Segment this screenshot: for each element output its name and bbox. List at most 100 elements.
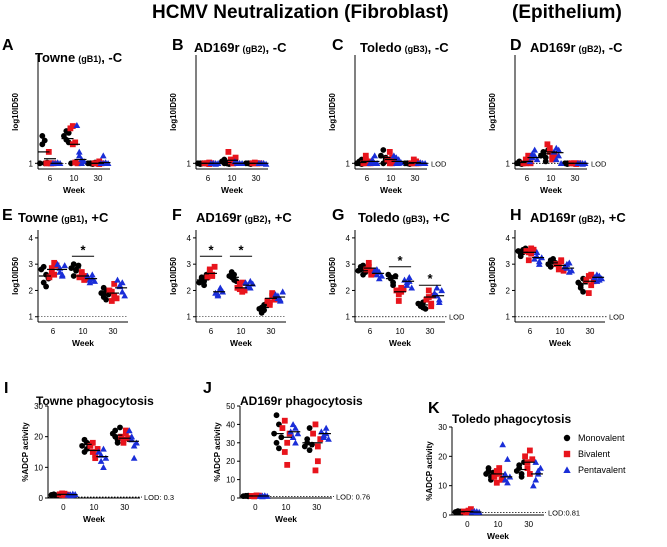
title-suffix: , -C bbox=[266, 40, 288, 55]
y-tick-label: 20 bbox=[226, 457, 235, 466]
title-subtitle: (gB2) bbox=[579, 214, 602, 224]
title-subtitle: (gB2) bbox=[579, 44, 602, 54]
title-subtitle: (gB2) bbox=[245, 214, 268, 224]
point-pentavalent bbox=[130, 454, 138, 461]
point-pentavalent bbox=[246, 284, 254, 291]
point-bivalent bbox=[94, 446, 101, 452]
y-axis-label: log10ID50 bbox=[488, 93, 497, 131]
point-bivalent bbox=[108, 298, 115, 304]
title-subtitle: (gB1) bbox=[78, 54, 101, 64]
point-monovalent bbox=[65, 130, 72, 136]
point-bivalent bbox=[362, 152, 369, 159]
point-pentavalent bbox=[97, 457, 105, 464]
panel-d: D AD169r (gB2), -C 1 6 10 30 Week log10ID50 LOD bbox=[488, 37, 623, 195]
y-tick-label: 1 bbox=[346, 313, 351, 322]
point-bivalent bbox=[232, 154, 239, 161]
point-bivalent bbox=[493, 468, 500, 474]
y-axis-label: log10ID50 bbox=[328, 257, 337, 295]
point-pentavalent bbox=[318, 428, 325, 435]
point-bivalent bbox=[269, 290, 276, 296]
point-bivalent bbox=[498, 476, 505, 483]
point-bivalent bbox=[526, 447, 533, 454]
point-monovalent bbox=[276, 445, 282, 452]
point-bivalent bbox=[365, 259, 372, 266]
point-monovalent bbox=[390, 279, 396, 286]
x-axis-label: Week bbox=[389, 338, 411, 348]
point-bivalent bbox=[281, 417, 288, 424]
significance-label: * bbox=[427, 271, 433, 286]
legend-marker-pentavalent bbox=[563, 466, 571, 473]
point-pentavalent bbox=[88, 271, 96, 278]
point-bivalent bbox=[89, 449, 96, 455]
point-bivalent bbox=[312, 421, 319, 428]
x-tick-label: 6 bbox=[368, 327, 373, 336]
point-bivalent bbox=[122, 427, 129, 434]
y-tick-label: 30 bbox=[34, 402, 43, 411]
legend-marker-bivalent bbox=[563, 450, 571, 458]
point-monovalent bbox=[392, 273, 399, 279]
title-main: AD169r bbox=[530, 40, 576, 55]
point-bivalent bbox=[225, 149, 232, 155]
point-pentavalent bbox=[73, 121, 81, 128]
point-pentavalent bbox=[118, 288, 126, 295]
panel-a-letter: A bbox=[2, 37, 14, 54]
point-bivalent bbox=[281, 449, 288, 455]
y-tick-label: 3 bbox=[29, 260, 34, 269]
point-monovalent bbox=[306, 447, 313, 454]
point-bivalent bbox=[314, 458, 321, 465]
panel-c: C Toledo (gB3), -C 1 6 10 30 Week log10ID50 LOD bbox=[328, 37, 449, 195]
panel-a-title: Towne (gB1), -C bbox=[35, 50, 123, 65]
y-tick-label: 4 bbox=[29, 234, 34, 243]
panel-b: B AD169r (gB2), -C 1 6 10 30 Week log10ID50 bbox=[169, 37, 287, 195]
x-tick-label: 30 bbox=[586, 327, 595, 336]
panel-d-letter: D bbox=[510, 37, 522, 54]
x-axis-label: Week bbox=[275, 514, 297, 524]
point-bivalent bbox=[365, 263, 372, 270]
x-axis-label: Week bbox=[540, 185, 562, 195]
point-monovalent bbox=[39, 141, 46, 148]
point-pentavalent bbox=[216, 284, 224, 291]
x-tick-label: 0 bbox=[61, 503, 66, 512]
panel-g: G Toledo (gB3), +C 1 2 3 4 6 10 30 Week log10ID50 LO… bbox=[328, 207, 465, 348]
y-tick-label: 0 bbox=[39, 494, 44, 503]
significance-label: * bbox=[238, 242, 244, 257]
panel-f-letter: F bbox=[172, 207, 182, 224]
point-bivalent bbox=[425, 287, 432, 294]
point-pentavalent bbox=[535, 258, 543, 265]
lod-label: LOD bbox=[449, 313, 465, 322]
point-pentavalent bbox=[378, 272, 386, 279]
point-pentavalent bbox=[71, 490, 79, 497]
point-pentavalent bbox=[504, 479, 511, 486]
point-bivalent bbox=[211, 263, 218, 270]
point-monovalent bbox=[37, 160, 43, 167]
y-tick-label: 10 bbox=[226, 476, 235, 485]
x-tick-label: 10 bbox=[547, 174, 556, 183]
panel-c-title: Toledo (gB3), -C bbox=[360, 40, 449, 55]
y-tick-label: 10 bbox=[34, 463, 43, 472]
point-pentavalent bbox=[537, 464, 544, 471]
point-pentavalent bbox=[565, 259, 573, 266]
x-tick-label: 10 bbox=[237, 327, 246, 336]
lod-label: LOD bbox=[609, 313, 625, 322]
point-bivalent bbox=[46, 274, 53, 281]
y-tick-label: 50 bbox=[226, 402, 235, 411]
point-bivalent bbox=[266, 302, 273, 308]
point-monovalent bbox=[580, 288, 586, 295]
panel-h: H AD169r (gB2), +C 1 2 3 4 6 10 30 Week log10ID50 LO… bbox=[488, 207, 626, 348]
point-monovalent bbox=[518, 473, 525, 480]
y-tick-label: 30 bbox=[226, 439, 235, 448]
point-pentavalent bbox=[532, 458, 540, 465]
point-bivalent bbox=[493, 479, 500, 486]
y-tick-label: 1 bbox=[187, 313, 192, 322]
panel-i: I Towne phagocytosis 0 10 20 30 0 10 30 Week %ADCP… bbox=[4, 380, 174, 524]
title-main: AD169r phagocytosis bbox=[240, 394, 363, 408]
title-suffix: , -C bbox=[101, 50, 123, 65]
point-pentavalent bbox=[435, 298, 443, 305]
point-monovalent bbox=[70, 273, 77, 279]
title-subtitle: (gB3) bbox=[405, 44, 428, 54]
x-tick-label: 6 bbox=[525, 174, 530, 183]
point-pentavalent bbox=[533, 249, 541, 256]
x-tick-label: 30 bbox=[252, 174, 261, 183]
point-bivalent bbox=[428, 303, 435, 310]
point-bivalent bbox=[551, 152, 558, 159]
